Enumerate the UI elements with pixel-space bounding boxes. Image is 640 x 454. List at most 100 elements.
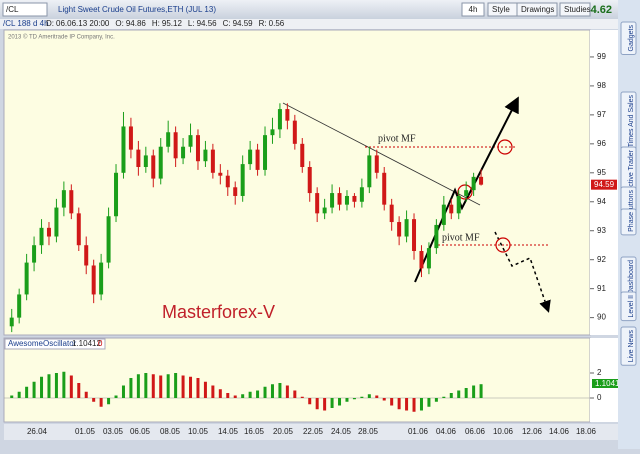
- oscillator-bar: [367, 394, 371, 398]
- info-label: R:: [259, 19, 267, 28]
- candle-body: [479, 176, 484, 185]
- oscillator-bar: [136, 374, 140, 398]
- side-tab[interactable]: Times And Sales: [620, 91, 637, 151]
- candle-body: [471, 176, 476, 191]
- candle-body: [307, 167, 312, 194]
- timeframe-button[interactable]: [461, 2, 485, 17]
- oscillator-value: 1.1041: [595, 379, 620, 388]
- candle-body: [61, 190, 66, 208]
- x-tick-label: 26.04: [27, 427, 48, 436]
- oscillator-bar: [114, 395, 118, 398]
- oscillator-bar: [107, 398, 111, 405]
- y-tick-label: 92: [597, 255, 606, 264]
- bear-arrow: [494, 231, 551, 313]
- candle-body: [188, 135, 193, 147]
- oscillator-bar: [479, 384, 483, 398]
- side-tab[interactable]: Phase: [620, 208, 637, 236]
- side-tab[interactable]: Gadgets: [620, 21, 637, 55]
- oscillator-bar: [315, 398, 319, 410]
- x-tick-label: 03.05: [103, 427, 124, 436]
- oscillator-bar: [472, 385, 476, 398]
- oscillator-value-box: [592, 379, 618, 388]
- oscillator-bar: [464, 388, 468, 398]
- side-tab-label: Big Buttons: [628, 190, 635, 226]
- info-bar: [0, 19, 618, 29]
- oscillator-bar: [308, 398, 312, 405]
- candle-body: [337, 193, 342, 205]
- candle-body: [277, 109, 282, 130]
- candle-body: [240, 164, 245, 196]
- candle-body: [412, 219, 417, 252]
- candle-body: [181, 146, 186, 159]
- side-tab[interactable]: Live News: [620, 326, 637, 366]
- oscillator-bar: [442, 396, 446, 398]
- x-tick-label: 06.06: [465, 427, 486, 436]
- oscillator-bar: [241, 394, 245, 398]
- x-tick-label: 04.06: [436, 427, 457, 436]
- side-tab-bg: [620, 21, 637, 55]
- candle-body: [389, 204, 394, 223]
- info-label: L:: [188, 19, 195, 28]
- oscillator-bar: [92, 398, 96, 402]
- toolbar-button[interactable]: [559, 2, 591, 17]
- current-price-box: [591, 179, 617, 190]
- toolbar-button[interactable]: [516, 2, 558, 17]
- side-tab-bg: [620, 326, 637, 366]
- oscillator-bar: [285, 385, 289, 398]
- y-tick-label: 90: [597, 313, 606, 322]
- x-tick-label: 14.05: [218, 427, 239, 436]
- side-tab-label: Gadgets: [628, 25, 635, 52]
- x-tick-label: 28.05: [358, 427, 379, 436]
- x-tick-label: 12.06: [522, 427, 543, 436]
- candle-body: [218, 172, 223, 176]
- oscillator-bar: [40, 376, 44, 398]
- side-tab[interactable]: Dashboard: [620, 256, 637, 298]
- candle-body: [91, 265, 96, 295]
- candle-body: [404, 219, 409, 237]
- side-tab-label: Phase: [628, 212, 635, 232]
- oscillator-bar: [248, 391, 252, 398]
- symbol-input[interactable]: [2, 2, 48, 17]
- side-tab-label: Level II: [628, 295, 635, 318]
- oscillator-bar: [397, 398, 401, 410]
- y-tick-label: 95: [597, 168, 606, 177]
- side-tab[interactable]: Level II: [620, 291, 637, 322]
- candle-body: [285, 109, 290, 121]
- info-value: 95.12: [162, 19, 183, 28]
- candle-body: [203, 149, 208, 162]
- oscillator-bar: [196, 378, 200, 398]
- info-value: 06.06.13 20:00: [56, 19, 110, 28]
- oscillator-bar: [203, 381, 207, 398]
- oscillator-bar: [405, 398, 409, 411]
- oscillator-bar: [218, 389, 222, 398]
- x-tick-label: 24.05: [331, 427, 352, 436]
- circle: [457, 184, 473, 200]
- oscillator-bar: [17, 391, 21, 398]
- x-tick-label: 18.06: [576, 427, 597, 436]
- oscillator-bar: [300, 396, 304, 398]
- oscillator-param: 0: [98, 339, 103, 348]
- candle-body: [39, 227, 44, 246]
- side-tab-label: Times And Sales: [628, 95, 635, 148]
- oscillator-bar: [47, 374, 51, 398]
- candle-body: [464, 190, 469, 196]
- candle-body: [24, 262, 29, 295]
- current-price: 94.59: [594, 180, 615, 189]
- oscillator-bar: [99, 398, 103, 407]
- y-tick-label: 97: [597, 110, 606, 119]
- candle-body: [330, 193, 335, 208]
- candle-body: [300, 143, 305, 168]
- oscillator-bar: [233, 395, 237, 398]
- candle-body: [166, 132, 171, 147]
- oscillator-bar: [330, 398, 334, 408]
- x-tick-label: 01.06: [408, 427, 429, 436]
- oscillator-bar: [10, 395, 14, 398]
- oscillator-bar: [263, 386, 267, 398]
- candle-body: [382, 172, 387, 205]
- oscillator-bar: [278, 383, 282, 398]
- side-tab-label: Active Trader: [628, 149, 635, 191]
- candle-body: [270, 129, 275, 136]
- candle-body: [441, 204, 446, 225]
- oscillator-bar: [256, 390, 260, 398]
